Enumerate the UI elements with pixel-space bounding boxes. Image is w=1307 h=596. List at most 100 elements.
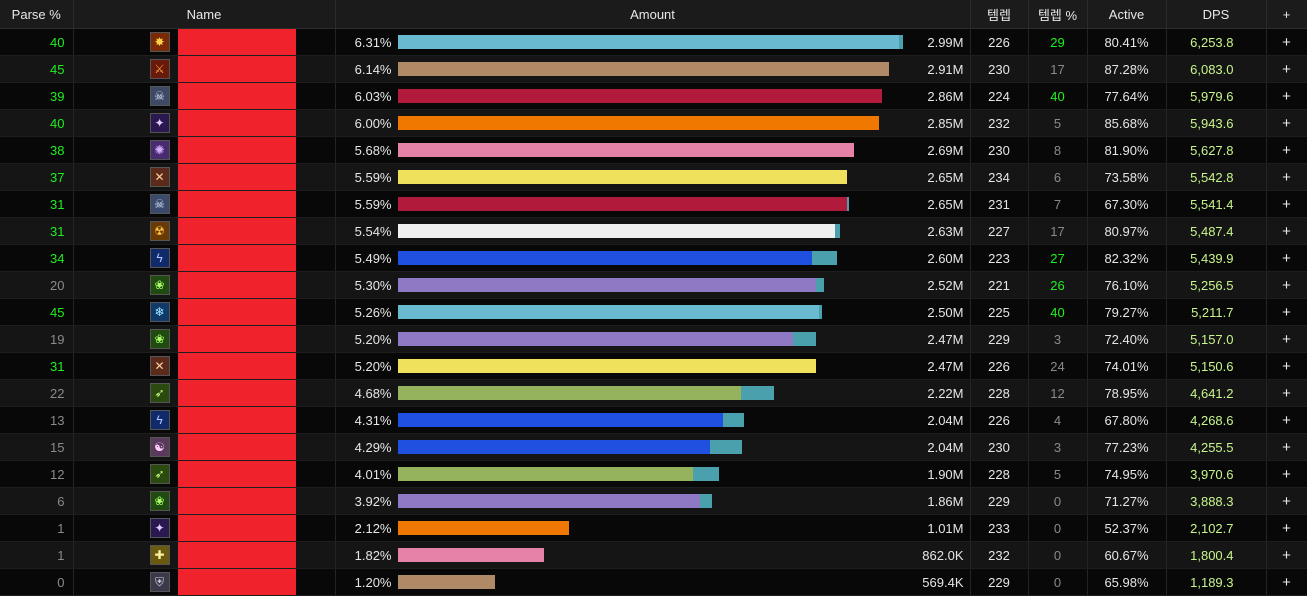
table-row[interactable]: 34 ϟ 5.49% 2.60M 223 27 82.32% 5,439.9 + (0, 244, 1307, 272)
table-row[interactable]: 40 ✸ 6.31% 2.99M 226 29 80.41% 6,253.8 + (0, 28, 1307, 56)
table-row[interactable]: 40 ✦ 6.00% 2.85M 232 5 85.68% 5,943.6 + (0, 109, 1307, 137)
col-header-plus[interactable]: + (1266, 0, 1307, 29)
table-row[interactable]: 13 ϟ 4.31% 2.04M 226 4 67.80% 4,268.6 + (0, 406, 1307, 434)
col-header-amount[interactable]: Amount (335, 0, 971, 29)
name-cell[interactable]: ☯ (73, 433, 336, 461)
damage-bar-extra (699, 494, 712, 508)
name-cell[interactable]: ϟ (73, 406, 336, 434)
col-header-ilvl-pct[interactable]: 템렙 % (1028, 0, 1088, 29)
name-cell[interactable]: ⛨ (73, 568, 336, 596)
parse-cell: 39 (0, 82, 74, 110)
table-row[interactable]: 1 ✦ 2.12% 1.01M 233 0 52.37% 2,102.7 + (0, 514, 1307, 542)
dps-cell: 5,211.7 (1166, 298, 1267, 326)
damage-bar-fill (397, 116, 879, 130)
ilvl-pct-value: 17 (1050, 223, 1065, 239)
active-value: 82.32% (1104, 250, 1149, 266)
table-row[interactable]: 39 ☠ 6.03% 2.86M 224 40 77.64% 5,979.6 + (0, 82, 1307, 110)
table-row[interactable]: 31 ✕ 5.20% 2.47M 226 24 74.01% 5,150.6 + (0, 352, 1307, 380)
name-cell[interactable]: ✕ (73, 352, 336, 380)
active-value: 76.10% (1104, 277, 1149, 293)
expand-button[interactable]: + (1266, 244, 1307, 272)
damage-amount: 2.99M (927, 35, 964, 50)
parse-cell: 31 (0, 217, 74, 245)
table-row[interactable]: 19 ❀ 5.20% 2.47M 229 3 72.40% 5,157.0 + (0, 325, 1307, 353)
expand-button[interactable]: + (1266, 28, 1307, 56)
table-row[interactable]: 12 ➶ 4.01% 1.90M 228 5 74.95% 3,970.6 + (0, 460, 1307, 488)
parse-cell: 1 (0, 514, 74, 542)
table-row[interactable]: 38 ✺ 5.68% 2.69M 230 8 81.90% 5,627.8 + (0, 136, 1307, 164)
plus-icon: + (1282, 60, 1291, 78)
table-row[interactable]: 31 ☠ 5.59% 2.65M 231 7 67.30% 5,541.4 + (0, 190, 1307, 218)
expand-button[interactable]: + (1266, 433, 1307, 461)
name-cell[interactable]: ➶ (73, 460, 336, 488)
expand-button[interactable]: + (1266, 298, 1307, 326)
active-value: 77.64% (1104, 88, 1149, 104)
name-cell[interactable]: ✕ (73, 163, 336, 191)
expand-button[interactable]: + (1266, 460, 1307, 488)
name-cell[interactable]: ⚔ (73, 55, 336, 83)
table-row[interactable]: 22 ➶ 4.68% 2.22M 228 12 78.95% 4,641.2 + (0, 379, 1307, 407)
expand-button[interactable]: + (1266, 568, 1307, 596)
expand-button[interactable]: + (1266, 406, 1307, 434)
damage-amount: 569.4K (922, 575, 964, 590)
expand-button[interactable]: + (1266, 325, 1307, 353)
name-cell[interactable]: ✚ (73, 541, 336, 569)
dps-value: 4,255.5 (1190, 439, 1234, 455)
table-row[interactable]: 6 ❀ 3.92% 1.86M 229 0 71.27% 3,888.3 + (0, 487, 1307, 515)
damage-bar-extra (818, 305, 822, 319)
plus-icon: + (1282, 141, 1291, 159)
expand-button[interactable]: + (1266, 541, 1307, 569)
spec-glyph: ☯ (154, 440, 165, 454)
name-cell[interactable]: ❀ (73, 487, 336, 515)
expand-button[interactable]: + (1266, 190, 1307, 218)
name-cell[interactable]: ✺ (73, 136, 336, 164)
name-cell[interactable]: ➶ (73, 379, 336, 407)
damage-amount: 2.52M (927, 278, 964, 293)
col-header-name[interactable]: Name (73, 0, 336, 29)
plus-icon: + (1282, 114, 1291, 132)
name-cell[interactable]: ☠ (73, 190, 336, 218)
name-cell[interactable]: ❀ (73, 325, 336, 353)
expand-button[interactable]: + (1266, 109, 1307, 137)
col-header-active[interactable]: Active (1087, 0, 1167, 29)
name-cell[interactable]: ❄ (73, 298, 336, 326)
active-cell: 67.80% (1087, 406, 1167, 434)
col-header-ilvl[interactable]: 템렙 (970, 0, 1029, 29)
expand-button[interactable]: + (1266, 514, 1307, 542)
expand-button[interactable]: + (1266, 271, 1307, 299)
name-redaction (177, 272, 296, 298)
name-cell[interactable]: ϟ (73, 244, 336, 272)
ilvl-value: 224 (988, 88, 1010, 104)
name-cell[interactable]: ☠ (73, 82, 336, 110)
expand-button[interactable]: + (1266, 217, 1307, 245)
expand-button[interactable]: + (1266, 136, 1307, 164)
expand-button[interactable]: + (1266, 163, 1307, 191)
expand-button[interactable]: + (1266, 379, 1307, 407)
table-row[interactable]: 45 ⚔ 6.14% 2.91M 230 17 87.28% 6,083.0 + (0, 55, 1307, 83)
name-cell[interactable]: ✸ (73, 28, 336, 56)
name-redaction (177, 218, 296, 244)
expand-button[interactable]: + (1266, 55, 1307, 83)
active-cell: 80.41% (1087, 28, 1167, 56)
damage-bar (397, 116, 918, 130)
expand-button[interactable]: + (1266, 82, 1307, 110)
dps-cell: 5,943.6 (1166, 109, 1267, 137)
name-cell[interactable]: ☢ (73, 217, 336, 245)
damage-percent: 6.14% (354, 62, 392, 77)
table-row[interactable]: 37 ✕ 5.59% 2.65M 234 6 73.58% 5,542.8 + (0, 163, 1307, 191)
expand-button[interactable]: + (1266, 487, 1307, 515)
table-row[interactable]: 31 ☢ 5.54% 2.63M 227 17 80.97% 5,487.4 + (0, 217, 1307, 245)
table-row[interactable]: 45 ❄ 5.26% 2.50M 225 40 79.27% 5,211.7 + (0, 298, 1307, 326)
col-header-parse[interactable]: Parse % (0, 0, 74, 29)
col-header-dps[interactable]: DPS (1166, 0, 1267, 29)
name-cell[interactable]: ✦ (73, 109, 336, 137)
dps-value: 3,888.3 (1190, 493, 1234, 509)
expand-button[interactable]: + (1266, 352, 1307, 380)
name-cell[interactable]: ✦ (73, 514, 336, 542)
table-row[interactable]: 20 ❀ 5.30% 2.52M 221 26 76.10% 5,256.5 + (0, 271, 1307, 299)
damage-bar-fill (397, 548, 544, 562)
table-row[interactable]: 0 ⛨ 1.20% 569.4K 229 0 65.98% 1,189.3 + (0, 568, 1307, 596)
name-cell[interactable]: ❀ (73, 271, 336, 299)
table-row[interactable]: 15 ☯ 4.29% 2.04M 230 3 77.23% 4,255.5 + (0, 433, 1307, 461)
table-row[interactable]: 1 ✚ 1.82% 862.0K 232 0 60.67% 1,800.4 + (0, 541, 1307, 569)
